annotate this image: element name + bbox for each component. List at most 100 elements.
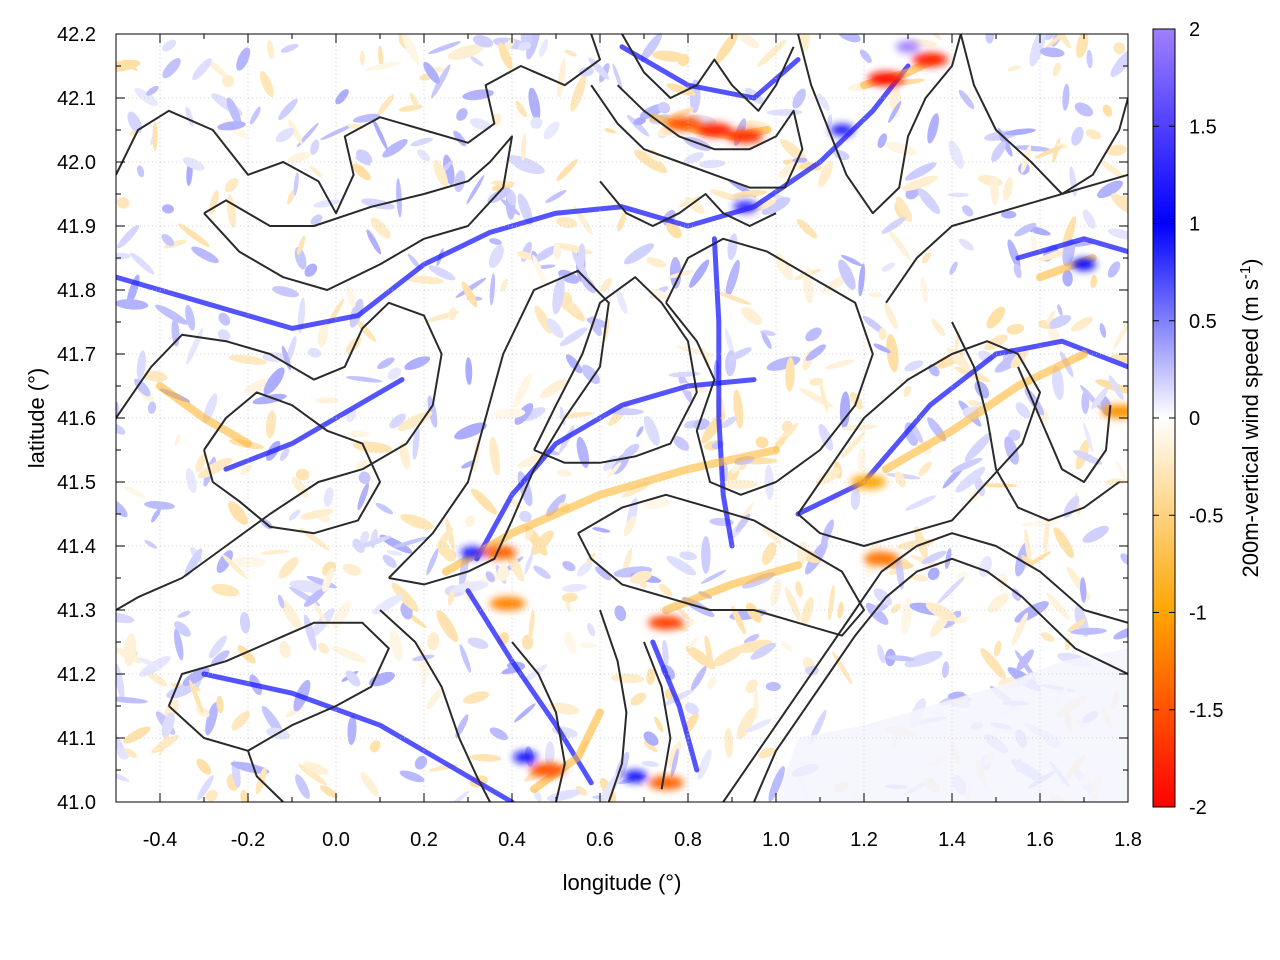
- field-cell: [349, 298, 364, 328]
- field-cell: [296, 122, 319, 148]
- field-cell: [652, 50, 687, 62]
- field-cell: [265, 410, 276, 439]
- field-cell: [116, 771, 130, 782]
- field-cell: [519, 510, 532, 523]
- terrain-contour: [753, 557, 1128, 802]
- terrain-contour: [388, 269, 610, 586]
- field-cell: [144, 539, 158, 549]
- field-cell: [761, 542, 777, 565]
- field-cell: [595, 566, 612, 581]
- field-cell: [226, 97, 242, 127]
- terrain-contour: [379, 609, 491, 802]
- field-cell: [355, 319, 377, 342]
- field-cell: [922, 252, 931, 264]
- field-cell: [521, 133, 527, 161]
- field-cell: [536, 264, 556, 269]
- field-cell: [470, 488, 497, 515]
- field-cell: [562, 583, 587, 592]
- field-cell: [984, 334, 1008, 351]
- downdraft-band: [662, 561, 802, 614]
- field-cell: [1004, 128, 1036, 136]
- y-tick-label: 41.2: [57, 664, 96, 686]
- field-cell: [545, 189, 567, 203]
- field-cell: [665, 107, 695, 121]
- updraft-band: [465, 588, 594, 786]
- field-cell: [369, 740, 381, 753]
- y-tick-label: 41.0: [57, 792, 96, 814]
- downdraft-spot: [489, 596, 526, 611]
- field-cell: [228, 354, 267, 365]
- field-cell: [617, 212, 627, 232]
- field-cell: [673, 436, 690, 451]
- field-cell: [636, 426, 644, 438]
- field-cell: [780, 139, 808, 163]
- field-cell: [1014, 222, 1037, 237]
- field-cell: [174, 433, 181, 446]
- field-cell: [462, 89, 494, 101]
- field-cell: [568, 302, 579, 315]
- field-cell: [515, 101, 527, 118]
- downdraft-spot: [863, 551, 900, 566]
- field-cell: [942, 661, 949, 679]
- field-cell: [417, 645, 430, 680]
- field-cell: [433, 159, 449, 188]
- terrain-contour: [951, 321, 1120, 522]
- field-cell: [643, 731, 659, 746]
- field-cell: [513, 373, 532, 408]
- field-cell: [365, 61, 402, 71]
- field-cell: [267, 40, 274, 59]
- field-cell: [666, 221, 682, 239]
- field-cell: [299, 509, 334, 520]
- field-cell: [205, 702, 219, 736]
- field-cell: [614, 605, 627, 622]
- field-cell: [888, 229, 911, 261]
- colorbar-label-end: ): [1238, 258, 1263, 265]
- field-cell: [1052, 62, 1061, 77]
- field-cell: [1115, 460, 1128, 482]
- field-cell: [287, 189, 296, 205]
- field-cell: [931, 318, 946, 337]
- field-cell: [197, 457, 233, 479]
- y-tick-label: 41.6: [57, 408, 96, 430]
- field-cell: [1083, 422, 1094, 453]
- field-cell: [310, 166, 323, 178]
- field-cell: [1053, 526, 1075, 559]
- field-cell: [345, 376, 383, 383]
- field-cell: [859, 49, 872, 63]
- field-cell: [178, 223, 210, 247]
- field-cell: [1107, 228, 1128, 240]
- field-cell: [427, 632, 440, 651]
- field-cell: [322, 567, 335, 592]
- colorbar-tick-label: 2: [1189, 19, 1200, 41]
- field-cell: [564, 631, 577, 655]
- field-cell: [1013, 263, 1022, 279]
- terrain-contour: [797, 34, 962, 215]
- updraft-spot: [513, 751, 538, 764]
- updraft-band: [1015, 236, 1128, 261]
- colorbar-tick-label: -2: [1189, 797, 1207, 819]
- updraft-band: [474, 377, 757, 562]
- field-cell: [717, 291, 752, 305]
- field-cell: [357, 482, 369, 511]
- field-cell: [993, 640, 1002, 657]
- field-cell: [904, 162, 937, 181]
- field-cell: [657, 102, 671, 114]
- field-cell: [196, 758, 212, 775]
- y-axis-ticks: 41.0 41.1 41.2 41.3 41.4 41.5 41.6 41.7 41.8 41.9…: [57, 24, 1128, 814]
- field-cell: [525, 528, 534, 540]
- field-cell: [315, 397, 339, 404]
- field-cell: [123, 633, 137, 667]
- field-cell: [526, 34, 541, 60]
- y-tick-label: 41.1: [57, 728, 96, 750]
- field-cell: [369, 671, 395, 687]
- field-cell: [279, 640, 291, 659]
- colorbar-tick-label: 0.5: [1189, 311, 1217, 333]
- field-cell: [1110, 48, 1128, 77]
- terrain-contour: [203, 391, 381, 535]
- field-cell: [990, 175, 999, 206]
- field-cell: [757, 39, 787, 67]
- field-cell: [676, 345, 715, 357]
- field-cell: [240, 789, 250, 802]
- field-cell: [397, 411, 433, 432]
- colorbar-label-main: 200m-vertical wind speed (m s: [1238, 279, 1263, 577]
